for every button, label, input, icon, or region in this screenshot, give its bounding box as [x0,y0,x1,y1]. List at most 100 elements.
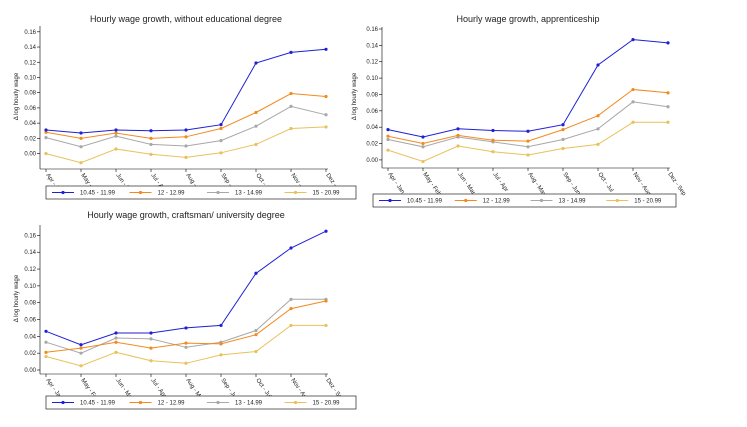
x-tick-label: Sep - Jun [561,172,581,196]
data-point [631,120,635,124]
y-tick-label: 0.08 [366,92,378,98]
data-point [421,159,425,164]
y-tick-label: 0.16 [366,27,378,33]
series-3 [44,297,328,355]
data-point [184,155,188,159]
legend-swatch-marker [293,400,298,405]
data-point [324,299,328,303]
legend-item: 15 - 20.99 [606,199,662,205]
legend-item: 12 - 12.99 [129,190,185,197]
data-point [289,323,293,328]
series-1 [44,229,328,347]
data-point [254,328,258,333]
legend-swatch-marker [138,190,143,195]
data-point [421,135,425,139]
chart-title: Hourly wage growth, apprenticeship [456,14,599,24]
legend-swatch-marker [216,190,220,195]
legend-label: 12 - 12.99 [483,199,511,205]
y-tick-label: 0.06 [24,318,36,324]
y-tick-label: 0.06 [24,106,36,112]
x-tick-label: Jun - Mar [456,172,475,196]
legend-item: 15 - 20.99 [284,191,341,197]
legend-label: 13 - 14.99 [235,191,263,197]
data-point [289,306,293,311]
y-tick-label: 0.16 [24,30,36,36]
data-point [79,145,83,149]
data-point [184,345,188,349]
data-point [289,126,293,131]
data-point [149,331,153,335]
legend-item: 10.45 - 11.99 [52,191,116,197]
data-point [526,129,530,133]
data-point [79,343,83,347]
legend-item: 15 - 20.99 [284,400,340,407]
legend-swatch-marker [539,198,544,203]
series-1 [386,38,670,139]
data-point [44,354,48,359]
y-tick-label: 0.00 [24,368,36,374]
legend-label: 12 - 12.99 [158,401,186,407]
series-4 [44,323,328,368]
legend-swatch-marker [216,400,220,405]
data-point [79,161,83,165]
data-point [114,336,118,340]
data-point [254,110,258,115]
data-point [386,148,390,152]
chart-title: Hourly wage growth, without educational … [90,14,282,24]
data-point [254,271,258,275]
data-point [149,337,153,341]
data-point [254,349,258,354]
legend-label: 13 - 14.99 [235,401,263,407]
data-point [184,135,188,139]
data-point [456,127,460,131]
y-tick-label: 0.06 [366,109,378,115]
y-tick-label: 0.10 [24,75,36,81]
series-2 [386,87,670,146]
data-point [79,351,83,355]
x-tick-label: Dez - Sep [666,172,687,198]
data-point [114,134,118,138]
series-line [45,324,326,367]
data-point [666,41,670,45]
data-point [596,142,600,146]
data-point [114,340,118,344]
legend-swatch-marker [138,400,143,405]
y-tick-label: 0.14 [24,45,36,51]
y-tick-label: 0.12 [24,60,36,66]
series-2 [44,299,328,354]
data-point [114,147,118,151]
data-point [289,297,293,301]
data-point [456,144,460,148]
data-point [386,134,390,138]
legend: 10.45 - 11.99 12 - 12.99 13 - 14.99 15 - 20… [45,185,357,200]
legend-item: 13 - 14.99 [207,191,263,197]
y-tick-label: 0.14 [366,43,378,49]
data-point [79,346,83,350]
legend-label: 15 - 20.99 [313,191,341,197]
legend-item: 12 - 12.99 [454,199,511,205]
data-point [114,331,118,335]
y-tick-label: 0.10 [24,284,36,290]
data-point [491,150,495,154]
chart-panel-2: Hourly wage growth, apprenticeship Δ log … [352,14,687,208]
data-point [149,136,153,140]
y-tick-label: 0.12 [24,267,36,273]
chart-panel-1: Hourly wage growth, without educational … [14,14,357,200]
x-tick-label: Oct - Jul [596,172,614,194]
data-point [631,100,635,104]
data-point [289,91,293,96]
x-tick-label: Aug - May [526,172,547,198]
y-tick-label: 0.00 [366,158,378,164]
series-3 [44,104,328,149]
legend-box [372,193,677,208]
y-tick-label: 0.10 [366,76,378,82]
data-point [386,128,390,132]
legend-item: 10.45 - 11.99 [52,401,116,407]
data-point [324,229,328,233]
data-point [596,114,600,118]
legend-label: 10.45 - 11.99 [80,401,116,407]
data-point [421,145,425,149]
data-point [631,38,635,42]
y-tick-label: 0.04 [366,125,378,131]
